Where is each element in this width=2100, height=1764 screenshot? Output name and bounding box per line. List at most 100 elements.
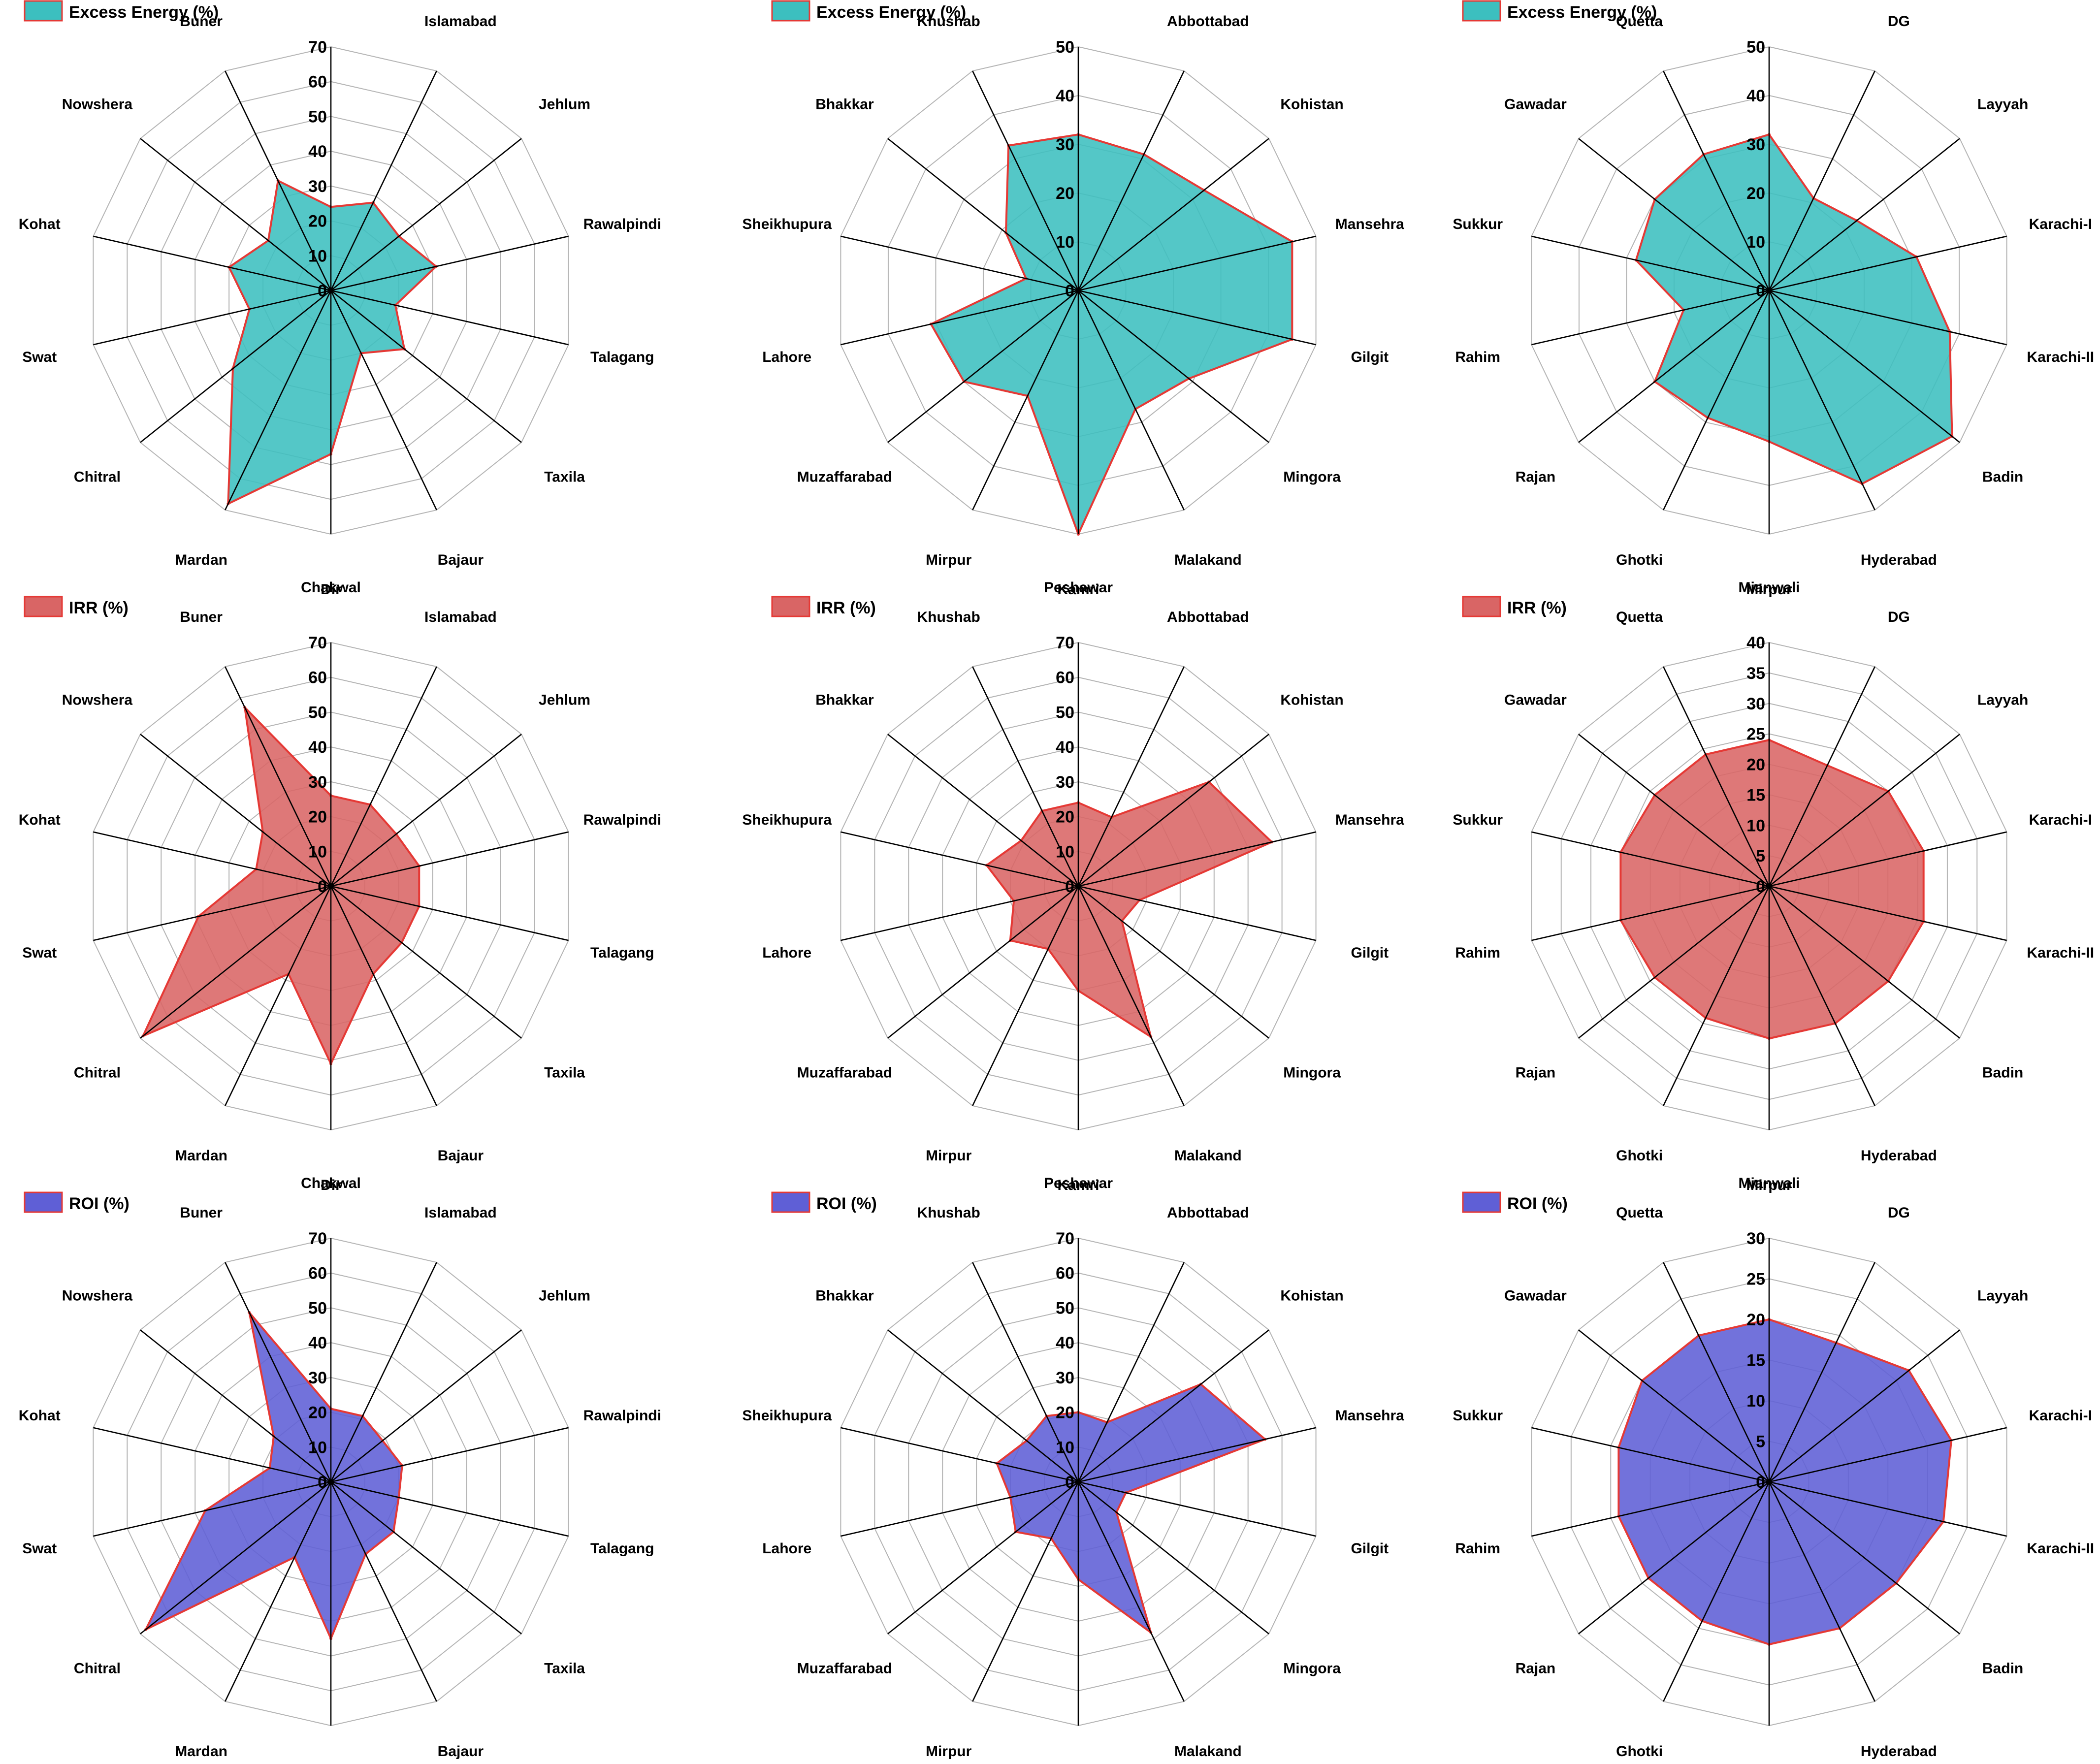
radial-tick-label: 70 — [308, 634, 327, 652]
axis-spoke — [140, 734, 331, 887]
category-label-ghotki: Ghotki — [1616, 1743, 1663, 1760]
axis-spoke — [1078, 1329, 1269, 1483]
axis-spoke — [1768, 70, 1875, 291]
radial-tick-label: 60 — [308, 1264, 327, 1283]
axis-spoke — [330, 886, 437, 1106]
axis-spoke — [1663, 666, 1770, 887]
category-label-dir: Dir — [321, 1177, 341, 1193]
radial-tick-label: 70 — [308, 1229, 327, 1248]
category-label-bajaur: Bajaur — [438, 1743, 484, 1760]
radial-tick-label: 50 — [1056, 1299, 1074, 1317]
category-label-muzaffarabad: Muzaffarabad — [797, 1660, 892, 1676]
axis-spoke — [1769, 885, 2007, 941]
legend-swatch — [771, 1191, 810, 1213]
category-label-dg: DG — [1888, 1205, 1910, 1221]
category-label-rajan: Rajan — [1516, 1660, 1556, 1676]
category-label-bajaur: Bajaur — [438, 552, 484, 568]
axis-spoke — [1663, 290, 1770, 511]
category-label-kohat: Kohat — [19, 1408, 61, 1424]
category-label-mansehra: Mansehra — [1335, 1408, 1404, 1424]
category-label-gilgit: Gilgit — [1351, 1540, 1389, 1557]
legend-label: Excess Energy (%) — [816, 3, 966, 22]
axis-spoke — [840, 1481, 1079, 1537]
axis-spoke — [1531, 831, 1770, 887]
axis-spoke — [225, 666, 332, 887]
legend-label: IRR (%) — [816, 599, 876, 617]
axis-spoke — [1769, 289, 2007, 346]
axis-spoke — [330, 1481, 569, 1537]
category-label-mianwali: Mianwali — [1738, 1175, 1800, 1191]
axis-spoke — [93, 289, 331, 346]
legend-swatch — [1462, 0, 1501, 22]
legend-label: ROI (%) — [69, 1194, 129, 1213]
axis-spoke — [1078, 235, 1316, 291]
axis-spoke — [330, 138, 522, 291]
category-label-ghotki: Ghotki — [1616, 552, 1663, 568]
axis-spoke — [1531, 1427, 1770, 1483]
category-label-nowshera: Nowshera — [62, 692, 133, 708]
radial-tick-label: 10 — [1056, 233, 1074, 252]
radial-tick-label: 60 — [308, 669, 327, 687]
axis-spoke — [1768, 1262, 1875, 1482]
axis-spoke — [330, 885, 522, 1039]
axis-spoke — [1077, 666, 1185, 887]
category-label-chitral: Chitral — [74, 469, 121, 485]
category-label-rahim: Rahim — [1455, 1540, 1500, 1557]
category-label-swat: Swat — [22, 945, 57, 961]
axis-spoke — [93, 831, 331, 887]
radial-tick-label: 35 — [1746, 664, 1765, 683]
axis-spoke — [1769, 831, 2007, 887]
category-label-gawadar: Gawadar — [1504, 1288, 1567, 1304]
axis-spoke — [330, 1427, 569, 1483]
radial-tick-label: 20 — [308, 212, 327, 231]
legend-label: IRR (%) — [69, 599, 129, 617]
axis-spoke — [840, 235, 1079, 291]
axis-spoke — [1768, 886, 1875, 1106]
axis-spoke — [330, 1262, 437, 1482]
category-label-mingora: Mingora — [1283, 1064, 1341, 1081]
category-label-islamabad: Islamabad — [424, 13, 497, 30]
axis-spoke — [93, 1427, 331, 1483]
radial-tick-label: 30 — [1746, 135, 1765, 154]
category-label-karachi-ii: Karachi-II — [2027, 1540, 2094, 1557]
category-label-chitral: Chitral — [74, 1064, 121, 1081]
category-label-bajaur: Bajaur — [438, 1148, 484, 1164]
radial-tick-label: 40 — [308, 1334, 327, 1352]
axis-spoke — [1077, 1262, 1185, 1482]
axis-spoke — [330, 1481, 522, 1635]
axis-spoke — [330, 70, 437, 291]
legend-label: ROI (%) — [1507, 1194, 1568, 1213]
radar-panel-4: 0 10 20 30 40 50 60 70 Chakwal Islamabad Jehlum Raw… — [19, 579, 661, 1193]
category-label-swat: Swat — [22, 349, 57, 365]
category-label-karachi-i: Karachi-I — [2029, 216, 2092, 232]
radial-tick-label: 25 — [1746, 725, 1765, 744]
radial-tick-label: 30 — [308, 773, 327, 792]
legend-swatch — [771, 596, 810, 617]
legend-swatch — [1462, 596, 1501, 617]
radial-tick-label: 50 — [308, 1299, 327, 1317]
radial-tick-label: 60 — [308, 73, 327, 92]
category-label-layyah: Layyah — [1977, 1288, 2028, 1304]
axis-spoke — [1663, 1481, 1770, 1702]
category-label-rahim: Rahim — [1455, 945, 1500, 961]
radial-tick-label: 20 — [1746, 1311, 1765, 1329]
radar-panel-6: 0 5 10 15 20 25 30 35 40 Mianwali DG Layyah Karachi-… — [1453, 579, 2094, 1193]
category-label-kohistan: Kohistan — [1280, 692, 1343, 708]
radial-tick-label: 20 — [1746, 756, 1765, 774]
category-label-mardan: Mardan — [175, 1148, 227, 1164]
radial-tick-label: 50 — [308, 703, 327, 722]
category-label-malakand: Malakand — [1174, 1743, 1242, 1760]
category-label-mirpur: Mirpur — [926, 1743, 972, 1760]
category-label-taxila: Taxila — [544, 1660, 585, 1676]
category-label-quetta: Quetta — [1616, 1205, 1663, 1221]
axis-spoke — [972, 1481, 1079, 1702]
category-label-islamabad: Islamabad — [424, 1205, 497, 1221]
radial-tick-label: 40 — [1746, 634, 1765, 652]
axis-spoke — [1078, 831, 1316, 887]
legend-swatch — [24, 596, 63, 617]
radar-panel-7: 0 10 20 30 40 50 60 70 Chakwal Islamabad Jehlum Raw… — [19, 1175, 661, 1760]
legend: Excess Energy (%) — [771, 0, 966, 22]
category-label-karachi-i: Karachi-I — [2029, 812, 2092, 828]
axis-spoke — [1663, 1262, 1770, 1482]
category-label-lahore: Lahore — [762, 1540, 811, 1557]
